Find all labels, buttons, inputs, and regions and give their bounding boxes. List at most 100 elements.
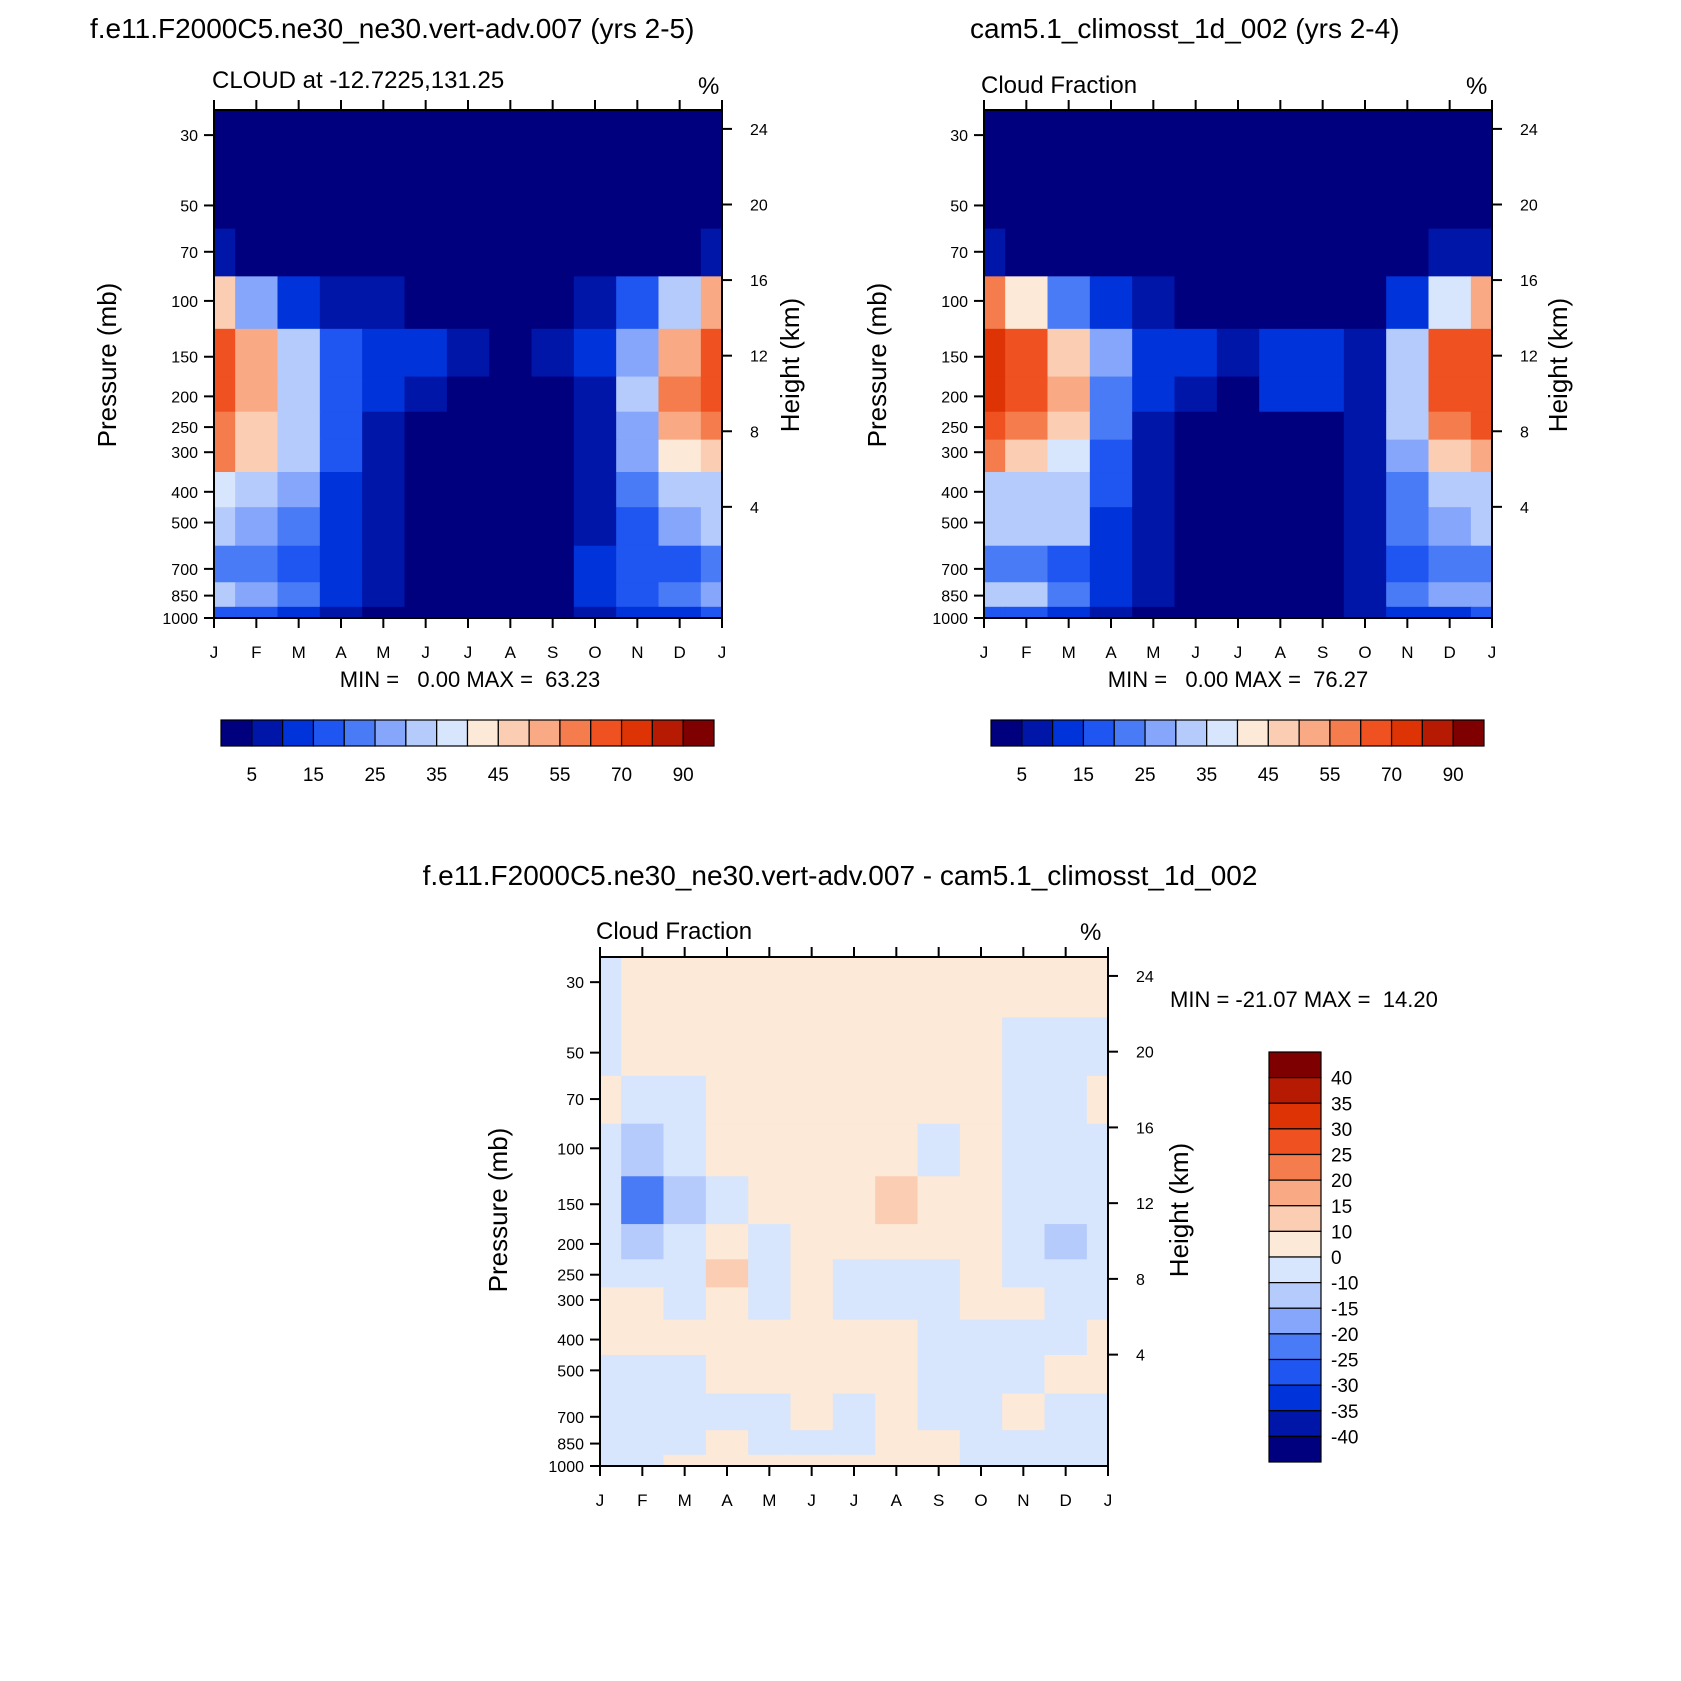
field-cell [446, 472, 490, 508]
month-tick-label: A [1105, 643, 1117, 662]
field-cell [658, 507, 702, 547]
field-cell [446, 170, 490, 230]
field-cell [1470, 276, 1493, 330]
field-cell [1044, 1123, 1088, 1177]
field-cell [875, 1123, 919, 1177]
colorbar-box [559, 719, 592, 747]
field-cell [1089, 110, 1133, 171]
month-tick-label: D [1060, 1491, 1072, 1510]
field-cell [616, 545, 660, 583]
colorbar-box [436, 719, 469, 747]
field-cell [705, 1454, 749, 1467]
field-cell [959, 957, 1003, 1018]
field-cell [663, 1393, 707, 1431]
month-tick-label: F [637, 1491, 647, 1510]
field-cell [984, 606, 1006, 619]
month-tick-label: M [1062, 643, 1076, 662]
field-cell [319, 328, 363, 378]
field-cell [663, 1259, 707, 1288]
month-tick-label: O [588, 643, 601, 662]
control-cloud-panel: cam5.1_climosst_1d_002 (yrs 2-4) Cloud F… [862, 13, 1573, 786]
field-cell [1089, 545, 1133, 583]
field-cell [621, 1454, 665, 1467]
field-cell [1086, 1287, 1109, 1321]
field-cell [621, 1075, 665, 1125]
field-cell [214, 328, 236, 378]
colorbar-box [1267, 719, 1300, 747]
field-cell [1174, 170, 1218, 230]
field-cell [1044, 1393, 1088, 1431]
field-cell [531, 276, 575, 330]
field-cell [1428, 439, 1472, 473]
field-cell [362, 472, 406, 508]
field-cell [319, 110, 363, 171]
month-tick-label: J [464, 643, 473, 662]
field-cell [1089, 439, 1133, 473]
field-cell [235, 376, 279, 413]
field-cell [1174, 276, 1218, 330]
colorbar-label: 90 [673, 765, 694, 786]
field-cell [1216, 276, 1260, 330]
field-cell [1005, 170, 1049, 230]
pressure-tick-label: 400 [557, 1333, 584, 1350]
field-cell [319, 228, 363, 277]
field-cell [700, 472, 723, 508]
height-tick-label: 24 [750, 122, 768, 139]
height-tick-label: 24 [1520, 122, 1538, 139]
pressure-tick-label: 850 [557, 1437, 584, 1454]
field-cell [616, 411, 660, 441]
field-cell [319, 582, 363, 608]
field-cell [1216, 328, 1260, 378]
pressure-tick-label: 70 [180, 245, 198, 262]
month-tick-label: F [1021, 643, 1031, 662]
control-cloud-field [984, 110, 1493, 619]
colorbar-box [1268, 1153, 1322, 1181]
field-cell [875, 1075, 919, 1125]
pressure-tick-label: 200 [171, 389, 198, 406]
height-tick-label: 20 [1520, 197, 1538, 214]
field-cell [748, 1393, 792, 1431]
field-cell [705, 1430, 749, 1456]
colorbar-label: 25 [1331, 1146, 1352, 1167]
month-tick-label: M [762, 1491, 776, 1510]
colorbar-box [282, 719, 315, 747]
field-cell [700, 376, 723, 413]
field-cell [1259, 228, 1303, 277]
field-cell [235, 170, 279, 230]
field-cell [1005, 606, 1049, 619]
pressure-tick-label: 250 [557, 1268, 584, 1285]
field-cell [404, 439, 448, 473]
field-cell [489, 110, 533, 171]
field-cell [1343, 376, 1387, 413]
field-cell [531, 606, 575, 619]
field-cell [1047, 411, 1091, 441]
field-cell [616, 507, 660, 547]
height-tick-label: 12 [750, 349, 768, 366]
field-cell [531, 110, 575, 171]
field-cell [362, 228, 406, 277]
field-cell [658, 170, 702, 230]
field-cell [362, 170, 406, 230]
pressure-tick-label: 1000 [548, 1459, 584, 1476]
month-tick-label: F [251, 643, 261, 662]
field-cell [573, 606, 617, 619]
field-cell [959, 1017, 1003, 1077]
month-tick-label: J [1191, 643, 1200, 662]
model-cloud-field [214, 110, 723, 619]
field-cell [600, 1319, 622, 1356]
field-cell [1047, 276, 1091, 330]
field-cell [214, 545, 236, 583]
field-cell [1089, 582, 1133, 608]
field-cell [1132, 545, 1176, 583]
colorbar-box [990, 719, 1023, 747]
height-tick-label: 20 [750, 197, 768, 214]
field-cell [984, 110, 1006, 171]
field-cell [214, 472, 236, 508]
field-cell [1089, 507, 1133, 547]
field-cell [748, 1259, 792, 1288]
field-cell [790, 1354, 834, 1395]
field-cell [319, 439, 363, 473]
colorbar-label: -30 [1331, 1376, 1358, 1397]
field-cell [1470, 228, 1493, 277]
field-cell [917, 1259, 961, 1288]
